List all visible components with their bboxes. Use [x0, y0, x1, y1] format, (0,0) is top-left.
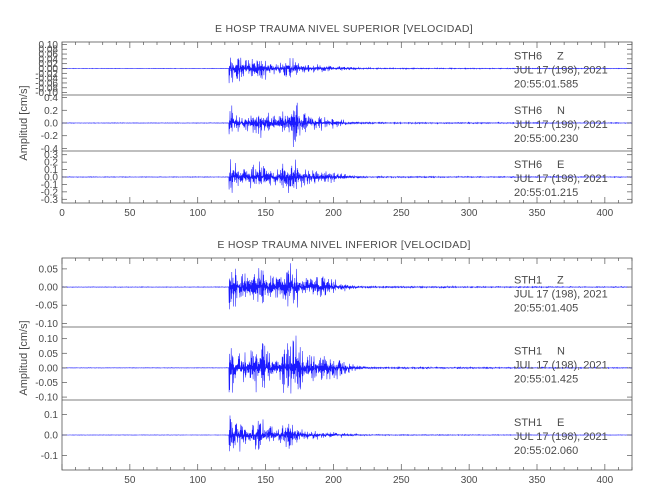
date-label: JUL 17 (198), 2021	[514, 173, 608, 185]
waveform-sth6-z	[61, 57, 633, 84]
bottom-figure-title: E HOSP TRAUMA NIVEL INFERIOR [VELOCIDAD]	[217, 239, 470, 251]
x-tick-label: 200	[325, 208, 342, 219]
y-tick-label: -0.02	[35, 69, 58, 80]
y-tick-label: 0.05	[39, 264, 59, 275]
station-label: STH1	[514, 275, 542, 287]
y-tick-label: 0.10	[39, 40, 59, 51]
y-tick-label: 0.08	[39, 45, 59, 56]
y-tick-label: 0.4	[44, 93, 58, 104]
y-tick-label: -0.05	[35, 301, 58, 312]
axis-ticks	[61, 42, 633, 470]
waveform-sth6-e	[61, 159, 633, 194]
date-label: JUL 17 (198), 2021	[514, 119, 608, 131]
y-tick-label: 0.10	[39, 334, 59, 345]
y-tick-label: -0.2	[41, 187, 59, 198]
y-tick-label: 0.0	[44, 119, 58, 130]
x-tick-label: 50	[124, 208, 136, 219]
x-tick-label: 250	[393, 208, 410, 219]
y-tick-label: 0.2	[44, 106, 58, 117]
y-tick-label: -0.1	[41, 180, 59, 191]
time-label: 20:55:01.425	[514, 374, 578, 386]
y-tick-label: -0.04	[35, 74, 58, 85]
date-label: JUL 17 (198), 2021	[514, 431, 608, 443]
x-tick-label: 300	[461, 208, 478, 219]
time-label: 20:55:02.060	[514, 445, 578, 457]
y-tick-label: -0.2	[41, 131, 59, 142]
y-tick-label: -0.10	[35, 88, 58, 99]
x-tick-label: 400	[597, 208, 614, 219]
x-tick-label: 50	[124, 475, 136, 486]
waveform-sth1-z	[61, 263, 633, 310]
x-tick-label: 100	[189, 475, 206, 486]
panel-frames	[61, 41, 633, 471]
component-label: N	[557, 105, 565, 117]
station-label: STH6	[514, 159, 542, 171]
y-tick-label: -0.05	[35, 378, 58, 389]
x-tick-label: 200	[325, 475, 342, 486]
y-tick-label: 0.02	[39, 59, 59, 70]
top-y-axis-label: Amplitud [cm/s]	[18, 85, 30, 160]
y-tick-label: 0.00	[39, 64, 59, 75]
top-figure-title: E HOSP TRAUMA NIVEL SUPERIOR [VELOCIDAD]	[215, 23, 473, 35]
y-tick-label: -0.4	[41, 144, 59, 155]
y-tick-label: 0.0	[44, 173, 58, 184]
time-label: 20:55:01.215	[514, 187, 578, 199]
y-tick-label: 0.1	[44, 165, 58, 176]
time-label: 20:55:01.585	[514, 79, 578, 91]
station-label: STH1	[514, 346, 542, 358]
station-label: STH6	[514, 105, 542, 117]
y-tick-label: -0.08	[35, 83, 58, 94]
x-tick-label: 300	[461, 475, 478, 486]
component-label: Z	[557, 51, 564, 63]
y-tick-label: -0.3	[41, 195, 59, 206]
y-tick-label: 0.00	[39, 363, 59, 374]
y-tick-label: -0.10	[35, 393, 58, 404]
y-tick-label: 0.04	[39, 54, 59, 65]
y-tick-label: 0.2	[44, 158, 58, 169]
station-label: STH6	[514, 51, 542, 63]
time-label: 20:55:01.405	[514, 303, 578, 315]
x-tick-label: 150	[257, 208, 274, 219]
x-tick-label: 350	[529, 208, 546, 219]
y-tick-label: 0.3	[44, 150, 58, 161]
x-tick-label: 250	[393, 475, 410, 486]
date-label: JUL 17 (198), 2021	[514, 289, 608, 301]
x-tick-label: 100	[189, 208, 206, 219]
waveform-sth1-e	[61, 415, 633, 452]
component-label: Z	[557, 275, 564, 287]
waveform-traces	[61, 57, 633, 452]
waveform-sth6-n	[61, 102, 633, 148]
x-tick-label: 0	[59, 208, 65, 219]
y-tick-label: 0.05	[39, 349, 59, 360]
waveform-sth1-n	[61, 335, 633, 394]
x-tick-label: 400	[597, 475, 614, 486]
component-label: E	[557, 159, 564, 171]
time-label: 20:55:00.230	[514, 133, 578, 145]
date-label: JUL 17 (198), 2021	[514, 360, 608, 372]
y-tick-label: 0.1	[44, 410, 58, 421]
component-label: E	[557, 417, 564, 429]
component-label: N	[557, 346, 565, 358]
y-tick-label: -0.10	[35, 319, 58, 330]
y-tick-label: -0.06	[35, 78, 58, 89]
date-label: JUL 17 (198), 2021	[514, 65, 608, 77]
bottom-y-axis-label: Amplitud [cm/s]	[18, 320, 30, 395]
y-tick-label: 0.00	[39, 283, 59, 294]
text-labels: E HOSP TRAUMA NIVEL SUPERIOR [VELOCIDAD]…	[18, 23, 614, 486]
x-tick-label: 350	[529, 475, 546, 486]
y-tick-label: 0.06	[39, 50, 59, 61]
y-tick-label: 0.0	[44, 431, 58, 442]
x-tick-label: 150	[257, 475, 274, 486]
y-tick-label: -0.1	[41, 451, 59, 462]
station-label: STH1	[514, 417, 542, 429]
